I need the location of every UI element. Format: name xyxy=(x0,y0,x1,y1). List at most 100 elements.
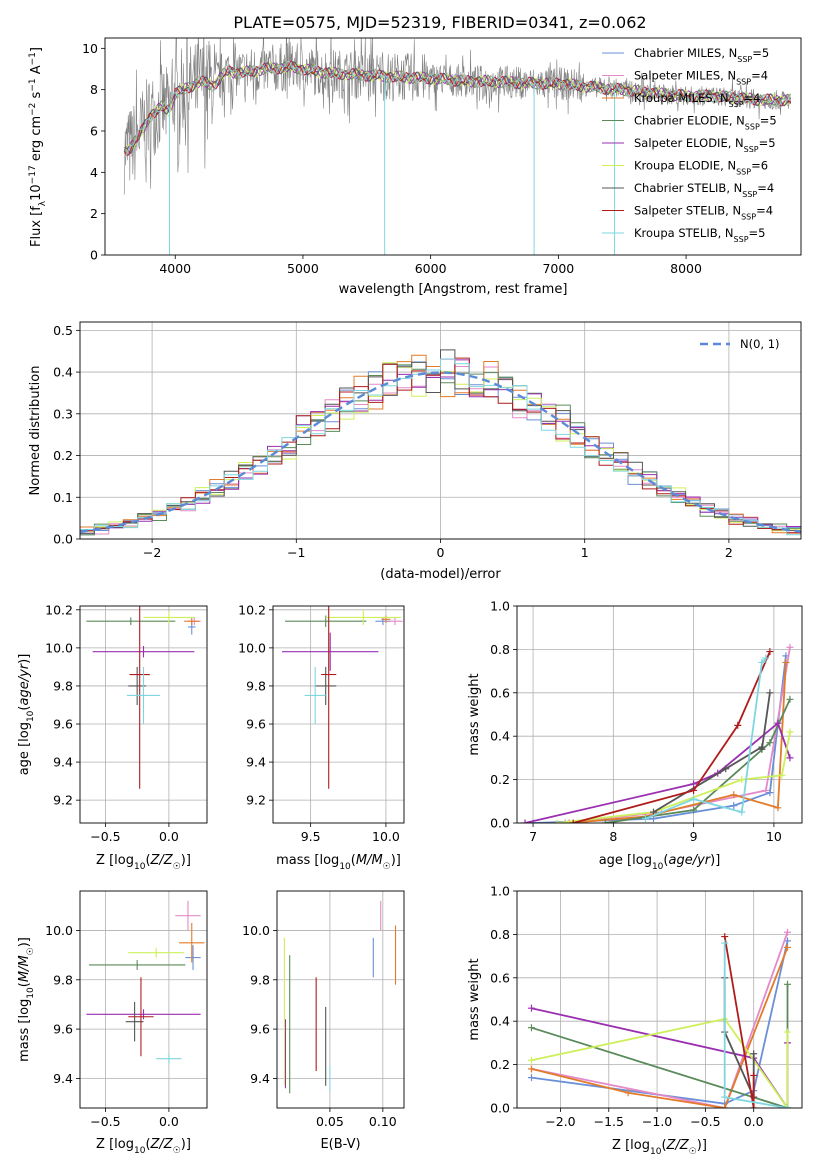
y-tick-label: 9.4 xyxy=(250,1071,270,1086)
weight-series-line xyxy=(531,984,789,1108)
weight-point-marker xyxy=(734,721,742,729)
label-part: mass [log xyxy=(276,853,339,868)
y-tick-label: 0.2 xyxy=(490,1057,510,1072)
legend-entry: Salpeter ELODIE, NSSP=5 xyxy=(634,136,776,154)
legend-subscript: SSP xyxy=(742,190,757,199)
error-bars xyxy=(86,900,205,1064)
x-axis-label: (data-model)/error xyxy=(380,567,501,582)
label-part: M/M xyxy=(17,955,32,982)
y-tick-label: 8 xyxy=(90,82,98,97)
weight-point-marker xyxy=(561,819,569,823)
weight-point-marker xyxy=(624,1089,632,1097)
y-tick-label: 9.2 xyxy=(246,793,266,808)
x-tick-label: 0 xyxy=(437,545,445,560)
y-tick-label: 10.2 xyxy=(238,602,266,617)
x-tick-label: −2 xyxy=(143,545,161,560)
legend-value: =5 xyxy=(760,114,777,128)
x-tick-label: 0.0 xyxy=(159,829,179,844)
weight-point-marker xyxy=(521,819,529,823)
legend-value: =6 xyxy=(751,159,768,173)
axes-frame xyxy=(272,605,405,824)
legend-value: =5 xyxy=(749,226,766,240)
label-part: 10 xyxy=(339,862,351,872)
y-tick-label: 10.0 xyxy=(242,923,270,938)
weight-point-marker xyxy=(762,786,770,794)
label-part: M/M xyxy=(356,853,383,868)
weight-point-marker xyxy=(738,808,746,816)
weight-point-marker xyxy=(721,933,729,941)
weight-point-marker xyxy=(786,728,794,736)
legend-entry: Chabrier MILES, NSSP=5 xyxy=(634,46,769,64)
weight-point-marker xyxy=(565,819,573,823)
weight-series-line xyxy=(531,947,789,1108)
label-part: 10 xyxy=(26,987,36,999)
x-tick-label: 0.05 xyxy=(316,1114,344,1129)
y-tick-label: 9.6 xyxy=(53,1022,73,1037)
y-tick-label: 0.8 xyxy=(490,927,510,942)
label-part: age [log xyxy=(17,722,32,775)
weight-point-marker xyxy=(766,789,774,797)
y-axis-label: mass [log10(M/M☉)] xyxy=(17,937,36,1062)
weight-point-marker xyxy=(730,802,738,810)
legend-text: Kroupa STELIB, N xyxy=(634,226,734,240)
y-tick-label: 0.1 xyxy=(53,490,73,505)
y-tick-label: 9.6 xyxy=(246,717,266,732)
label-part: ( xyxy=(17,706,32,711)
weight-point-marker xyxy=(722,765,730,773)
label-part: )] xyxy=(697,1138,707,1153)
label-part: 10 xyxy=(134,862,146,872)
y-tick-label: 10.0 xyxy=(45,923,73,938)
weight-point-marker xyxy=(786,643,794,651)
weight-point-marker xyxy=(527,1074,535,1082)
legend-entry: Salpeter STELIB, NSSP=4 xyxy=(634,204,773,222)
x-tick-label: 5000 xyxy=(287,261,319,276)
legend-entry: Kroupa STELIB, NSSP=5 xyxy=(634,226,765,244)
weight-point-marker xyxy=(690,780,698,788)
x-axis-label: Z [log10(Z/Z☉)] xyxy=(96,853,191,872)
y-axis-label: mass weight xyxy=(467,673,482,755)
label-part: Z/Z xyxy=(150,853,174,868)
y-tick-label: 9.2 xyxy=(53,793,73,808)
weight-point-marker xyxy=(690,795,698,803)
weight-point-marker xyxy=(527,1004,535,1012)
label-part: )] xyxy=(181,1137,191,1152)
weight-series-line xyxy=(572,651,771,823)
legend-text: Kroupa MILES, N xyxy=(634,91,729,105)
y-axis-label: mass weight xyxy=(467,958,482,1040)
label-part: −17 xyxy=(28,165,38,184)
label-part: )] xyxy=(17,654,32,664)
error-bars xyxy=(282,606,403,789)
legend-entry: Kroupa MILES, NSSP=4 xyxy=(634,91,760,109)
label-part: ( xyxy=(661,1138,666,1153)
legend-text: Salpeter STELIB, N xyxy=(634,204,741,218)
x-tick-label: 4000 xyxy=(159,261,191,276)
figure-title: PLATE=0575, MJD=52319, FIBERID=0341, z=0… xyxy=(233,13,646,32)
weight-point-marker xyxy=(750,1050,758,1058)
weight-point-marker xyxy=(758,658,766,666)
weight-point-marker xyxy=(778,771,786,779)
label-part: mass [log xyxy=(17,999,32,1062)
axes-frame xyxy=(79,605,208,824)
axes-frame xyxy=(276,890,405,1109)
y-tick-label: 9.8 xyxy=(53,972,73,987)
weight-point-marker xyxy=(766,739,774,747)
label-part: ( xyxy=(663,853,668,868)
legend-subscript: SSP xyxy=(736,167,751,176)
x-tick-label: −2.0 xyxy=(545,1114,575,1129)
y-tick-label: 0.4 xyxy=(490,729,510,744)
legend-entry: Chabrier ELODIE, NSSP=5 xyxy=(634,114,777,132)
label-part: Flux [f xyxy=(29,206,44,247)
label-part: λ xyxy=(38,200,48,206)
legend-entry: N(0, 1) xyxy=(740,337,780,351)
x-axis-label: age [log10(age/yr)] xyxy=(599,853,721,872)
spectrum-panel: 4000 5000 6000 7000 8000 0 2 4 6 8 10 Chabrier MILE… xyxy=(28,37,802,297)
axes-frame xyxy=(516,890,803,1109)
x-tick-label: −0.5 xyxy=(690,1114,720,1129)
y-tick-label: 9.6 xyxy=(53,717,73,732)
x-tick-label: −1 xyxy=(287,545,305,560)
weight-point-marker xyxy=(774,719,782,727)
y-tick-label: 0.3 xyxy=(53,406,73,421)
y-tick-label: 0.0 xyxy=(490,816,510,831)
legend-subscript: SSP xyxy=(744,145,759,154)
weight-point-marker xyxy=(750,1071,758,1079)
